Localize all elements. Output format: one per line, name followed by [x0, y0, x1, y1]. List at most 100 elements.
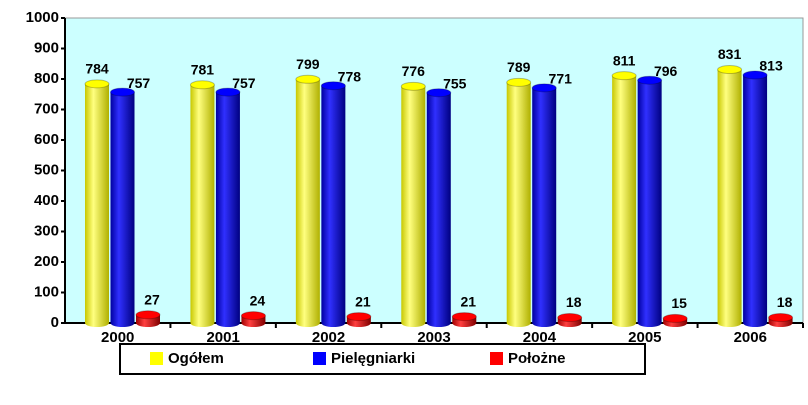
value-label: 799 — [296, 56, 320, 72]
legend-label: Pielęgniarki — [331, 350, 415, 367]
legend-box — [119, 343, 646, 375]
value-label: 757 — [232, 75, 256, 91]
y-tick-label: 0 — [51, 314, 59, 331]
bar — [85, 83, 109, 323]
value-label: 24 — [250, 292, 266, 308]
bar-top — [135, 310, 161, 320]
value-label: 784 — [85, 61, 109, 77]
y-tick-label: 800 — [34, 70, 59, 87]
legend-label: Ogółem — [168, 350, 224, 367]
bar-base — [346, 319, 371, 327]
bar — [506, 82, 531, 323]
bar — [215, 92, 240, 324]
bar-base — [743, 319, 768, 327]
x-tick-label: 2000 — [101, 329, 134, 346]
value-label: 21 — [460, 293, 476, 309]
bar-base — [241, 319, 266, 327]
bar-base — [637, 319, 662, 327]
bar-base — [215, 319, 240, 327]
bar-base — [506, 319, 531, 327]
x-tick-label: 2003 — [417, 329, 450, 346]
legend-swatch — [150, 352, 163, 365]
bar-base — [717, 319, 742, 327]
bar-base — [426, 319, 451, 327]
bar-base — [295, 319, 320, 327]
y-tick-label: 600 — [34, 131, 59, 148]
bar-top — [637, 75, 663, 85]
bar-top — [110, 87, 135, 97]
y-tick-label: 700 — [34, 100, 59, 117]
bar — [426, 92, 451, 323]
bar — [532, 87, 557, 323]
bar-base — [612, 319, 637, 327]
y-tick-label: 500 — [34, 161, 59, 178]
bar — [743, 75, 768, 323]
value-label: 813 — [759, 58, 783, 74]
value-label: 781 — [191, 61, 215, 77]
bar-top — [717, 65, 743, 75]
bar-top — [531, 83, 557, 93]
bar-top — [611, 71, 637, 81]
legend-label: Położne — [508, 350, 566, 367]
bar-base — [136, 319, 160, 327]
value-label: 27 — [144, 291, 160, 307]
x-tick-label: 2005 — [628, 329, 661, 346]
bar-base — [401, 319, 426, 327]
bar-top — [240, 311, 266, 321]
y-tick-label: 400 — [34, 192, 59, 209]
value-label: 755 — [443, 75, 467, 91]
legend-swatch — [490, 352, 503, 365]
bar-base — [110, 319, 135, 327]
value-label: 15 — [671, 295, 687, 311]
legend-swatch — [313, 352, 326, 365]
value-label: 831 — [718, 46, 742, 62]
value-label: 771 — [549, 71, 573, 87]
value-label: 811 — [613, 52, 636, 68]
y-tick-label: 1000 — [26, 9, 59, 26]
value-label: 18 — [566, 294, 582, 310]
bar-top — [742, 70, 768, 80]
y-tick-label: 200 — [34, 253, 59, 270]
bar-top — [215, 87, 241, 97]
bar-top — [295, 74, 321, 84]
bar-top — [189, 80, 215, 90]
bar-base — [85, 319, 109, 327]
y-tick-label: 100 — [34, 283, 59, 300]
x-tick-label: 2002 — [312, 329, 345, 346]
bar-top — [768, 313, 794, 323]
bar-base — [557, 319, 582, 327]
x-tick-label: 2004 — [523, 329, 557, 346]
value-label: 778 — [338, 68, 362, 84]
bar-top — [662, 313, 688, 323]
value-label: 789 — [507, 59, 531, 75]
bar — [612, 75, 637, 324]
bar-top — [400, 81, 426, 91]
bar — [717, 69, 742, 323]
bar — [321, 85, 346, 324]
value-label: 757 — [127, 75, 151, 91]
bar — [136, 314, 160, 323]
value-label: 796 — [654, 63, 678, 79]
bar — [110, 92, 135, 324]
value-label: 21 — [355, 293, 371, 309]
bar — [637, 80, 662, 323]
y-tick-label: 900 — [34, 39, 59, 56]
bar — [401, 86, 426, 323]
bar — [190, 84, 215, 323]
x-tick-label: 2001 — [206, 329, 239, 346]
bar-base — [768, 319, 793, 327]
value-label: 18 — [777, 294, 793, 310]
value-label: 776 — [402, 63, 426, 79]
bar-base — [190, 319, 215, 327]
bar — [295, 79, 320, 324]
y-tick-label: 300 — [34, 222, 59, 239]
bar-base — [452, 319, 477, 327]
bar-top — [426, 88, 452, 98]
bar-base — [532, 319, 557, 327]
bar-top — [506, 77, 532, 87]
bar-top — [557, 313, 583, 323]
bar-top — [320, 81, 346, 91]
bar-top — [346, 312, 372, 322]
bar-base — [321, 319, 346, 327]
